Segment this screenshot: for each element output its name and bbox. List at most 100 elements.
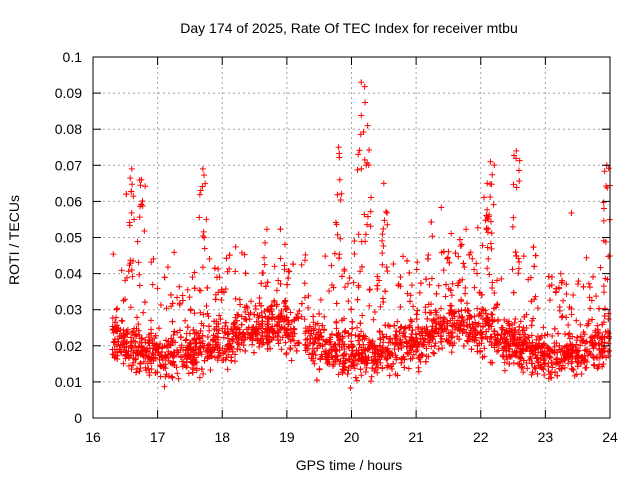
data-point xyxy=(429,329,436,336)
data-point xyxy=(279,334,286,341)
data-point xyxy=(450,309,457,316)
data-point xyxy=(542,360,549,367)
data-point xyxy=(520,253,527,260)
data-point xyxy=(489,317,496,324)
data-point xyxy=(248,329,255,336)
data-point xyxy=(125,268,132,275)
data-point xyxy=(339,317,346,324)
data-point xyxy=(459,276,466,283)
data-point xyxy=(511,329,518,336)
data-point xyxy=(271,263,278,270)
data-point xyxy=(445,338,452,345)
data-point xyxy=(294,310,301,317)
data-point xyxy=(183,344,190,351)
data-point xyxy=(350,350,357,357)
data-point xyxy=(234,325,241,332)
data-point xyxy=(433,290,440,297)
data-point xyxy=(512,349,519,356)
data-point xyxy=(577,342,584,349)
data-point xyxy=(554,349,561,356)
data-point xyxy=(186,294,193,301)
data-point xyxy=(568,305,575,312)
data-point xyxy=(249,337,256,344)
data-point xyxy=(367,208,374,215)
data-point xyxy=(374,273,381,280)
data-point xyxy=(511,336,518,343)
data-point xyxy=(432,340,439,347)
data-point xyxy=(471,313,478,320)
data-point xyxy=(114,305,121,312)
data-point xyxy=(384,221,391,228)
data-point xyxy=(429,323,436,330)
data-point xyxy=(109,323,116,330)
data-point xyxy=(278,308,285,315)
y-tick-label: 0.09 xyxy=(55,85,82,101)
data-point xyxy=(302,336,309,343)
data-point xyxy=(591,362,598,369)
data-point xyxy=(491,305,498,312)
data-point xyxy=(440,248,447,255)
data-point xyxy=(512,249,519,256)
data-point xyxy=(380,334,387,341)
data-point xyxy=(422,304,429,311)
data-point xyxy=(380,339,387,346)
data-point xyxy=(201,357,208,364)
data-point xyxy=(250,349,257,356)
data-point xyxy=(342,284,349,291)
data-point xyxy=(520,369,527,376)
data-point xyxy=(487,194,494,201)
data-point xyxy=(333,325,340,332)
data-point xyxy=(377,334,384,341)
data-point xyxy=(560,297,567,304)
data-point xyxy=(352,357,359,364)
data-point xyxy=(209,344,216,351)
data-point xyxy=(238,337,245,344)
data-point xyxy=(460,260,467,267)
data-point xyxy=(494,277,501,284)
data-point xyxy=(546,283,553,290)
data-point xyxy=(136,271,143,278)
data-point xyxy=(171,352,178,359)
data-point xyxy=(600,199,607,206)
data-point xyxy=(203,303,210,310)
data-point xyxy=(317,296,324,303)
data-point xyxy=(127,175,134,182)
data-point xyxy=(444,320,451,327)
data-point xyxy=(353,377,360,384)
data-point xyxy=(306,339,313,346)
data-point xyxy=(236,329,243,336)
data-point xyxy=(215,320,222,327)
data-point xyxy=(133,369,140,376)
data-point xyxy=(341,268,348,275)
data-point xyxy=(220,356,227,363)
data-point xyxy=(203,216,210,223)
data-point xyxy=(317,342,324,349)
data-point xyxy=(376,356,383,363)
data-point xyxy=(348,363,355,370)
data-point xyxy=(196,191,203,198)
data-point xyxy=(593,293,600,300)
data-point xyxy=(521,313,528,320)
data-point xyxy=(356,341,363,348)
data-point xyxy=(273,287,280,294)
y-tick-label: 0.07 xyxy=(55,157,82,173)
data-point xyxy=(360,128,367,135)
data-point xyxy=(467,249,474,256)
data-point xyxy=(476,289,483,296)
data-point xyxy=(527,353,534,360)
data-point xyxy=(176,327,183,334)
data-point xyxy=(408,318,415,325)
data-point xyxy=(557,270,564,277)
x-axis-label: GPS time / hours xyxy=(296,457,403,473)
data-point xyxy=(402,333,409,340)
data-point xyxy=(311,360,318,367)
data-point xyxy=(200,233,207,240)
data-point xyxy=(348,306,355,313)
data-point xyxy=(408,334,415,341)
data-point xyxy=(590,361,597,368)
data-point xyxy=(443,281,450,288)
data-point xyxy=(264,328,271,335)
data-point xyxy=(190,326,197,333)
data-point xyxy=(157,302,164,309)
data-point xyxy=(455,308,462,315)
